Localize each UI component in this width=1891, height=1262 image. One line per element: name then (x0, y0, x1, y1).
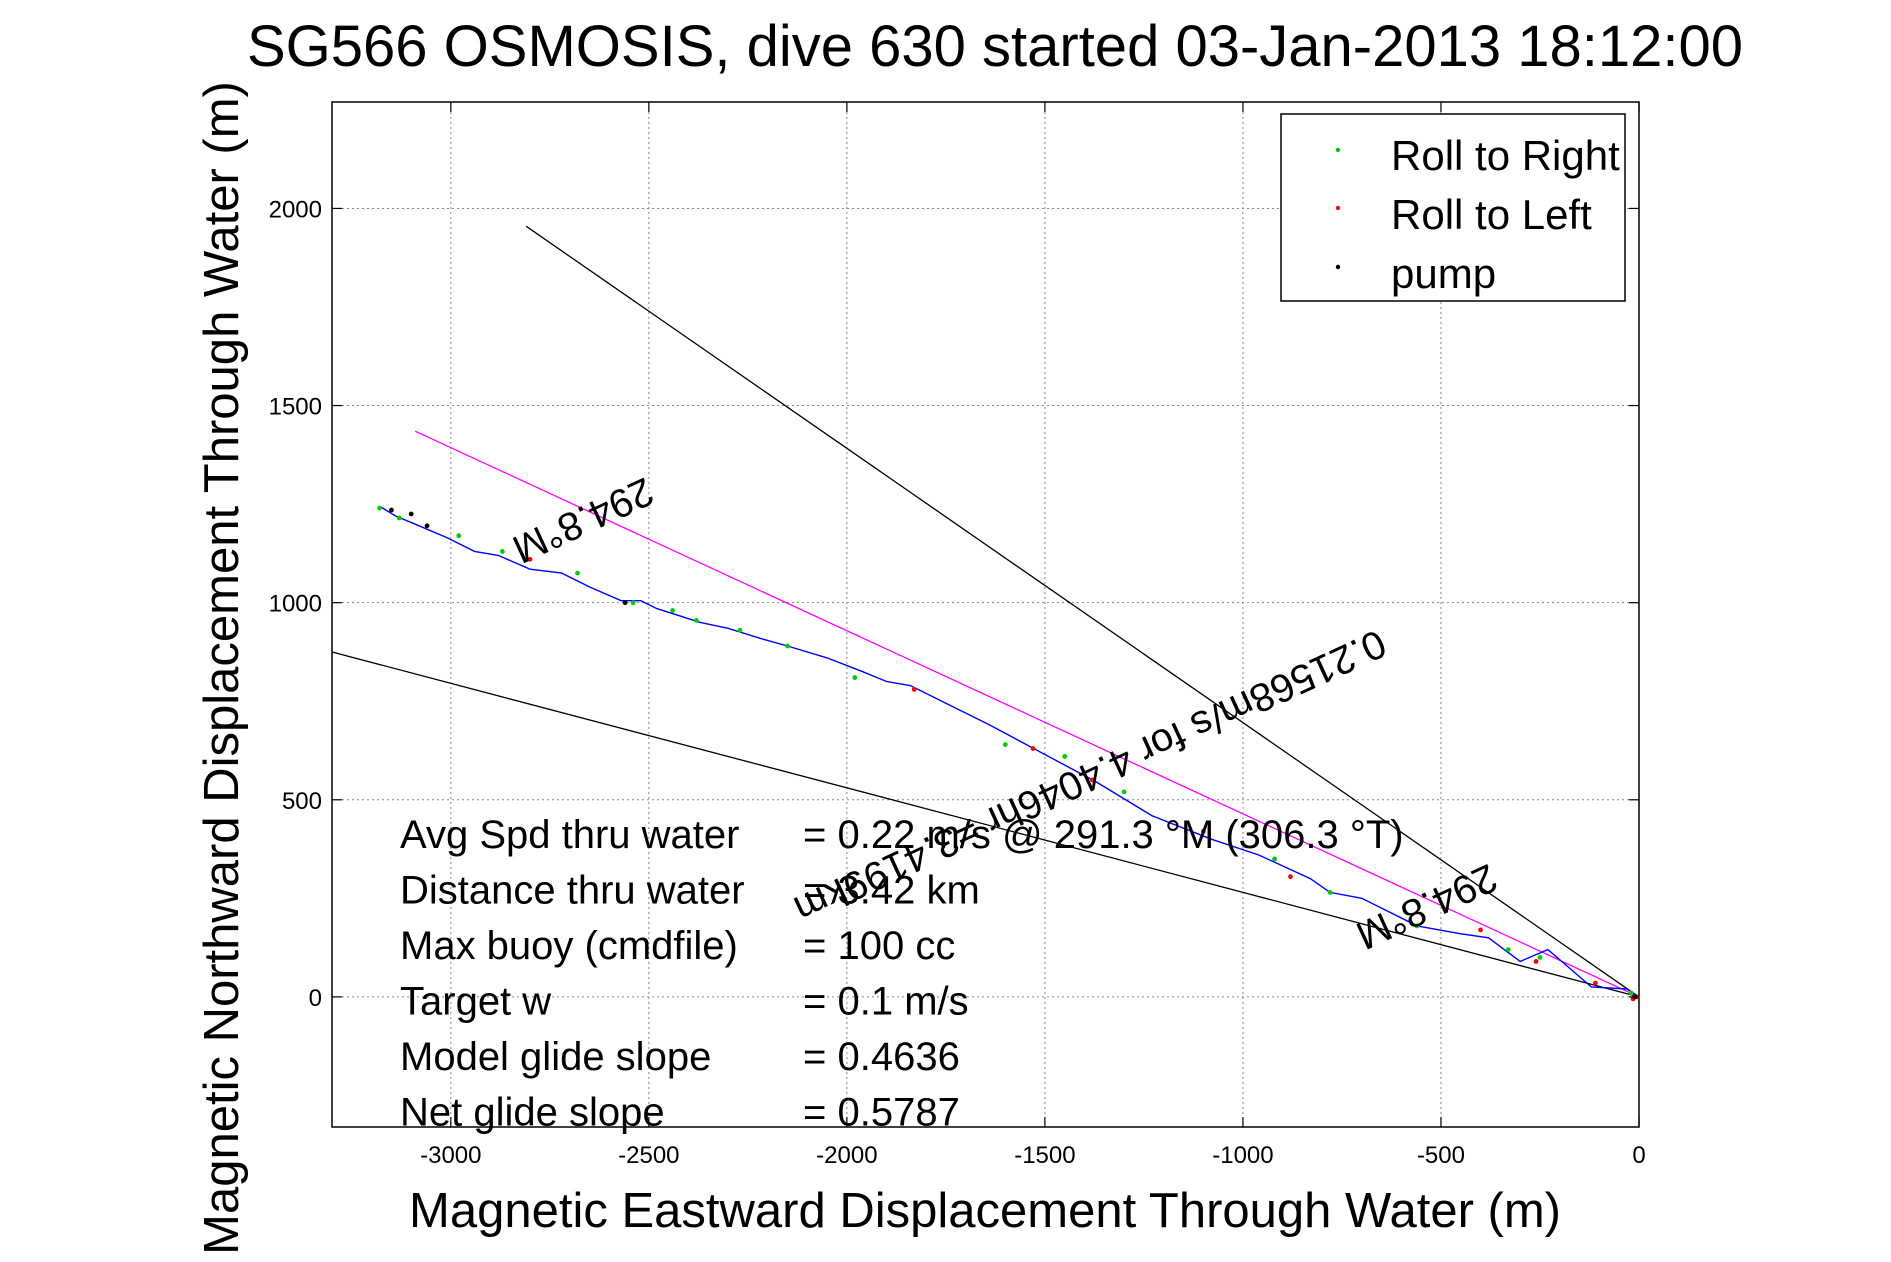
roll-left-point (1533, 959, 1539, 964)
roll-right-point (737, 627, 743, 633)
roll-left-point (1090, 777, 1095, 783)
reference-lines (331, 225, 1640, 998)
stat-label: Distance thru water (400, 869, 745, 913)
point-markers (377, 505, 1640, 1002)
stat-value: = 0.4636 (803, 1035, 960, 1079)
x-tick-label: -2000 (816, 1142, 877, 1169)
y-tick-label: 1000 (269, 591, 322, 618)
roll-right-point (1628, 990, 1634, 996)
y-axis-label: Magnetic Northward Displacement Through … (195, 81, 249, 1255)
roll-right-point (1272, 856, 1278, 862)
roll-right-point (377, 505, 382, 511)
x-tick-label: -3000 (420, 1142, 481, 1169)
roll-right-point (1062, 754, 1068, 759)
legend-marker-roll-left (1335, 205, 1341, 211)
roll-left-point (911, 687, 917, 692)
legend-label-roll-right: Roll to Right (1391, 132, 1620, 179)
roll-left-point (1593, 980, 1598, 986)
reference-line (414, 430, 1640, 998)
roll-left-point (527, 556, 533, 562)
stat-label: Avg Spd thru water (400, 813, 739, 857)
roll-left-point (1478, 927, 1483, 933)
roll-right-point (630, 600, 636, 606)
y-tick-label: 1500 (269, 394, 322, 421)
roll-right-point (670, 608, 676, 613)
x-tick-label: -2500 (618, 1142, 679, 1169)
roll-left-point (1288, 874, 1293, 880)
legend-marker-pump (1335, 264, 1341, 270)
x-tick-label: -1500 (1014, 1142, 1075, 1169)
x-tick-label: -500 (1417, 1142, 1465, 1169)
roll-right-point (575, 570, 580, 576)
stats-block: Avg Spd thru water = 0.22 m/s @ 291.3 °M … (400, 813, 1404, 1135)
legend-marker-roll-right (1335, 147, 1341, 153)
roll-right-point (1002, 742, 1008, 747)
plot-area-frame (331, 101, 1640, 1128)
reference-line (331, 651, 1640, 998)
series-layer (379, 505, 1640, 998)
x-axis-label: Magnetic Eastward Displacement Through W… (409, 1184, 1561, 1238)
pump-point (424, 523, 430, 529)
glider-track-line (379, 505, 1640, 998)
pump-point (622, 600, 628, 606)
stat-label: Model glide slope (400, 1035, 711, 1079)
x-tick-label: 0 (1632, 1142, 1645, 1169)
y-tick-label: 2000 (269, 196, 322, 223)
pump-point (408, 511, 414, 517)
roll-right-point (1537, 955, 1543, 960)
legend-label-pump: pump (1391, 250, 1496, 297)
roll-right-point (785, 643, 790, 649)
y-tick-label: 0 (309, 985, 322, 1012)
roll-right-point (396, 515, 402, 521)
roll-right-point (1121, 789, 1127, 795)
reference-line (525, 225, 1640, 998)
stat-value: = 0.22 m/s @ 291.3 °M (306.3 °T) (803, 813, 1404, 857)
stat-value: = 100 cc (803, 924, 955, 968)
legend-label-roll-left: Roll to Left (1391, 191, 1592, 238)
stat-label: Net glide slope (400, 1091, 665, 1135)
stat-value: = 3.42 km (803, 869, 980, 913)
pump-point (389, 507, 394, 513)
roll-right-point (852, 675, 858, 680)
stat-value: = 0.5787 (803, 1091, 960, 1135)
stat-label: Max buoy (cmdfile) (400, 924, 738, 968)
roll-left-point (1200, 828, 1206, 834)
roll-right-point (456, 533, 462, 539)
y-tick-label: 500 (282, 788, 322, 815)
stat-label: Target w (400, 980, 551, 1024)
roll-right-point (693, 618, 699, 623)
roll-right-point (1327, 890, 1333, 895)
y-axis-ticks: 0 500 1000 1500 2000 (269, 196, 1639, 1012)
chart-title: SG566 OSMOSIS, dive 630 started 03-Jan-2… (247, 14, 1743, 79)
x-axis-ticks: -3000 -2500 -2000 -1500 -1000 -500 0 (420, 102, 1646, 1169)
x-tick-label: -1000 (1212, 1142, 1273, 1169)
stat-value: = 0.1 m/s (803, 980, 969, 1024)
roll-left-point (1030, 746, 1036, 751)
legend: Roll to Right Roll to Left pump (1280, 113, 1626, 302)
roll-right-point (499, 549, 505, 554)
roll-right-point (1414, 923, 1420, 929)
roll-right-point (1505, 947, 1511, 952)
